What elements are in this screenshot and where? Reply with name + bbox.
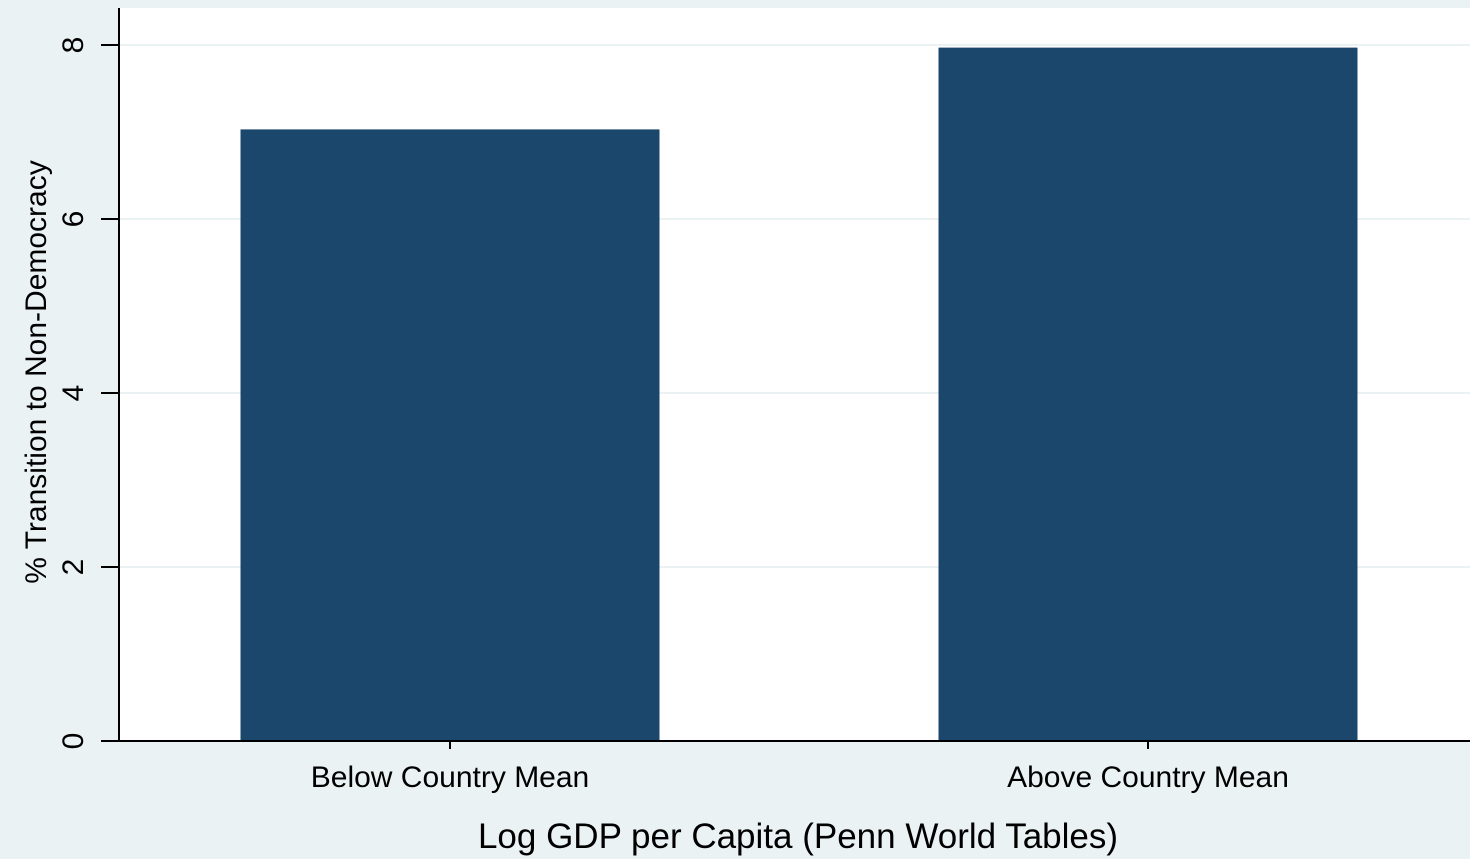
x-axis-title: Log GDP per Capita (Penn World Tables)	[478, 817, 1118, 856]
y-tick-label: 2	[57, 559, 90, 576]
y-axis-title: % Transition to Non-Democracy	[20, 160, 53, 584]
x-axis-ticks: Below Country Mean Above Country Mean	[311, 741, 1289, 794]
y-tick-label: 8	[57, 37, 90, 54]
bar	[938, 47, 1358, 742]
x-tick-label: Above Country Mean	[1007, 761, 1289, 794]
bar	[240, 129, 660, 741]
y-tick-label: 6	[57, 211, 90, 228]
y-axis-ticks: 0 2 4 6 8	[57, 37, 119, 750]
bars	[240, 47, 1358, 742]
y-tick-label: 4	[57, 385, 90, 402]
x-tick-label: Below Country Mean	[311, 761, 589, 794]
y-tick-label: 0	[57, 733, 90, 750]
